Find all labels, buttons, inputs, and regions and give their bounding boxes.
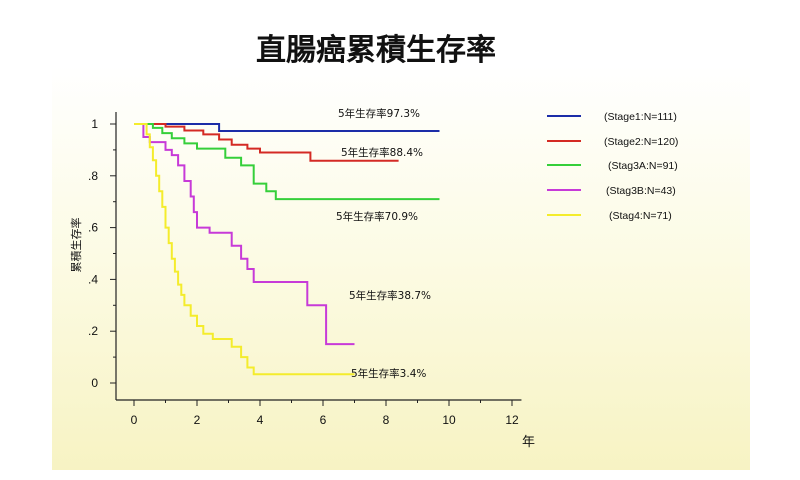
series-line-1 — [134, 123, 440, 132]
chart-title: 直腸癌累積生存率 — [256, 33, 496, 68]
x-tick-label: 2 — [194, 413, 201, 427]
y-axis-label: 累積生存率 — [69, 218, 83, 273]
series-line-2 — [134, 123, 399, 162]
y-tick-label: 1 — [91, 117, 98, 131]
y-tick-label: .6 — [88, 221, 98, 235]
y-tick-label: 0 — [91, 376, 98, 390]
series-group — [134, 123, 440, 376]
y-tick-label: .2 — [88, 324, 98, 338]
series-line-3 — [134, 123, 440, 201]
y-tick-label: .4 — [88, 272, 98, 286]
x-tick-label: 8 — [383, 413, 390, 427]
annotations: 5年生存率97.3% 5年生存率88.4% 5年生存率70.9% 5年生存率38.7%… — [336, 107, 431, 380]
x-axis-label: 年 — [522, 435, 535, 450]
series-line-5 — [134, 123, 355, 376]
series-line-4 — [134, 123, 355, 346]
legend-label: (Stage2:N=120) — [604, 136, 678, 148]
survival-annotation-5: 5年生存率3.4% — [351, 367, 426, 380]
legend-label: (Stage1:N=111) — [604, 111, 677, 123]
y-tick-label: .8 — [88, 169, 98, 183]
survival-annotation-2: 5年生存率88.4% — [341, 146, 423, 159]
x-tick-label: 12 — [505, 413, 519, 427]
legend-label: (Stag3B:N=43) — [606, 185, 676, 197]
x-tick-label: 10 — [442, 413, 456, 427]
survival-annotation-4: 5年生存率38.7% — [349, 289, 431, 302]
legend-label: (Stag4:N=71) — [609, 210, 672, 222]
x-tick-label: 6 — [320, 413, 327, 427]
legend-label: (Stag3A:N=91) — [608, 160, 678, 172]
x-tick-label: 4 — [257, 413, 264, 427]
legend: (Stage1:N=111) (Stage2:N=120) (Stag3A:N=91… — [547, 111, 678, 222]
axes: 0.2.4.6.810 2 4 6 8 10 12 — [88, 112, 522, 427]
survival-annotation-3: 5年生存率70.9% — [336, 210, 418, 223]
x-tick-label: 0 — [131, 413, 138, 427]
survival-annotation-1: 5年生存率97.3% — [338, 107, 420, 120]
